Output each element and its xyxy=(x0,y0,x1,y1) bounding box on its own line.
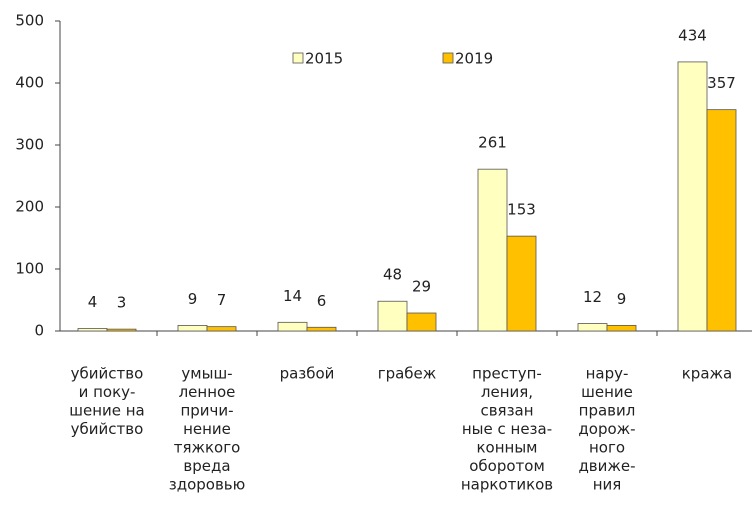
legend-swatch xyxy=(442,52,454,64)
x-tick-label: оборотом xyxy=(469,457,545,475)
value-label: 12 xyxy=(583,288,602,306)
bar xyxy=(406,312,437,332)
y-tick-label: 0 xyxy=(34,322,44,340)
value-label: 9 xyxy=(188,290,198,308)
bar xyxy=(77,328,108,332)
legend-label: 2015 xyxy=(305,50,343,68)
y-tick-label: 200 xyxy=(15,198,44,216)
x-tick-label: убийство xyxy=(71,365,144,383)
x-tick-label: ные с неза- xyxy=(462,420,552,438)
x-tick-label: разбой xyxy=(280,365,335,383)
value-label: 14 xyxy=(283,287,302,305)
bar xyxy=(477,168,508,332)
x-tick-label: умыш- xyxy=(181,365,232,383)
value-label: 4 xyxy=(88,293,98,311)
value-label: 434 xyxy=(678,26,707,44)
x-tick-label: нение xyxy=(183,420,231,438)
value-label: 3 xyxy=(117,294,127,312)
value-label: 7 xyxy=(217,291,227,309)
x-tick-label: конным xyxy=(476,439,537,457)
bar xyxy=(177,325,208,332)
bar xyxy=(706,109,737,332)
value-label: 357 xyxy=(707,74,736,92)
bar xyxy=(106,328,137,332)
x-tick-label: движе- xyxy=(578,457,635,475)
x-tick-label: здоровью xyxy=(169,476,246,494)
x-tick-label: связан xyxy=(480,402,533,420)
value-label: 261 xyxy=(478,134,507,152)
x-tick-label: наркотиков xyxy=(461,476,553,494)
x-tick-label: дорож- xyxy=(578,420,635,438)
legend-swatch xyxy=(292,52,304,64)
x-tick-label: шение xyxy=(581,383,633,401)
value-label: 29 xyxy=(412,278,431,296)
bar xyxy=(577,323,608,332)
x-tick-label: ления, xyxy=(481,383,533,401)
x-tick-label: причи- xyxy=(180,402,233,420)
bar xyxy=(377,300,408,332)
x-tick-label: тяжкого xyxy=(174,439,241,457)
legend-label: 2019 xyxy=(455,50,493,68)
bar xyxy=(306,326,337,332)
bar xyxy=(506,235,537,332)
y-tick-label: 500 xyxy=(15,12,44,30)
y-tick-label: 100 xyxy=(15,260,44,278)
x-tick-label: нару- xyxy=(586,365,629,383)
bar xyxy=(277,321,308,332)
x-tick-label: правил xyxy=(579,402,636,420)
x-tick-label: преступ- xyxy=(472,365,542,383)
bar xyxy=(606,325,637,332)
value-label: 153 xyxy=(507,201,536,219)
x-tick-label: шение на xyxy=(69,402,145,420)
value-label: 48 xyxy=(383,266,402,284)
x-tick-label: кража xyxy=(682,365,732,383)
x-tick-label: грабеж xyxy=(378,365,437,383)
x-tick-label: ного xyxy=(589,439,625,457)
bar xyxy=(206,326,237,332)
x-tick-label: и поку- xyxy=(79,383,136,401)
value-label: 6 xyxy=(317,292,327,310)
y-tick-label: 400 xyxy=(15,74,44,92)
x-tick-label: ния xyxy=(593,476,622,494)
y-tick-label: 300 xyxy=(15,136,44,154)
x-tick-label: вреда xyxy=(183,457,230,475)
value-label: 9 xyxy=(617,290,627,308)
bar xyxy=(677,61,708,332)
x-tick-label: убийство xyxy=(71,420,144,438)
x-tick-label: ленное xyxy=(179,383,236,401)
